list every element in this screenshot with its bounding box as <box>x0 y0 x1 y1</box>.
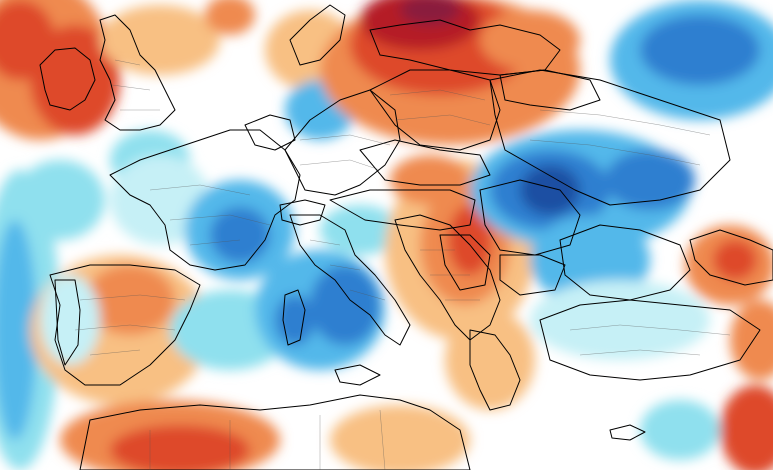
cool-region-iberia-west <box>40 275 100 365</box>
coastline-cyprus <box>609 424 646 441</box>
coastline-iberia <box>49 264 201 386</box>
cool-region-moldova-core <box>520 165 580 215</box>
coastline-black-sea <box>559 224 691 301</box>
border-bulgaria <box>499 254 566 296</box>
warm-region-se-corner <box>720 385 773 470</box>
cool-region-sardinia <box>275 295 315 345</box>
coastline-great-britain <box>99 14 176 131</box>
admin-boundaries <box>74 59 731 470</box>
warm-region-east-edge <box>730 300 773 380</box>
admin-line-ukraine <box>529 109 711 166</box>
cool-region-france-core <box>210 207 270 263</box>
admin-line-poland <box>389 89 491 126</box>
country-borders <box>39 4 773 470</box>
coastline-france <box>109 129 301 271</box>
warm-region-baltic-peak <box>400 0 460 25</box>
coastline-ireland <box>39 47 96 111</box>
coastline-sardinia <box>282 289 306 346</box>
cool-region-france-west <box>110 155 210 245</box>
coastline-balkans <box>394 214 501 341</box>
admin-line-italy <box>309 239 386 301</box>
admin-line-iberia <box>74 294 186 356</box>
coastline-baltic <box>369 19 561 76</box>
coastline-turkey <box>539 299 761 381</box>
border-czech-slovakia <box>359 139 491 186</box>
cool-region-cyprus <box>640 400 720 460</box>
admin-line-turkey <box>569 324 731 356</box>
cool-region-russia <box>640 15 760 85</box>
border-romania <box>479 179 581 256</box>
warm-region-greece <box>445 310 535 410</box>
admin-line-uk <box>111 59 160 111</box>
warm-region-nw-corner <box>0 0 55 80</box>
warm-region-top-centre <box>205 0 255 35</box>
admin-line-balkans <box>420 249 480 301</box>
warm-region-north-africa-east <box>330 405 470 470</box>
coastline-scandinavia <box>289 4 346 66</box>
border-caucasus <box>689 229 773 286</box>
border-serbia <box>439 234 491 291</box>
warm-region-north-sea <box>100 5 220 75</box>
coastline-italy <box>289 214 411 346</box>
coastline-north-africa <box>79 394 471 470</box>
warm-region-iberia-core <box>85 265 175 335</box>
border-benelux <box>244 114 296 151</box>
admin-line-france <box>149 184 271 246</box>
warm-region-serbia-core <box>448 205 492 275</box>
cool-region-atlantic-core <box>0 220 37 440</box>
cool-region-adriatic-north <box>320 205 400 255</box>
cool-region-turkey <box>530 280 710 360</box>
coastline-greece <box>469 329 521 411</box>
border-switzerland <box>279 199 326 226</box>
cool-region-italy <box>310 265 380 345</box>
cool-region-ukraine-east <box>605 150 695 210</box>
border-portugal <box>54 279 81 366</box>
admin-line-north-africa <box>149 409 386 470</box>
coastline-sicily <box>334 364 381 386</box>
warm-region-caucasus-core <box>713 240 757 280</box>
warm-region-hungary <box>390 155 470 205</box>
admin-line-germany <box>299 134 391 171</box>
warm-region-north-africa-core <box>110 425 250 470</box>
cool-region-biscay <box>15 160 105 240</box>
warm-region-belarus <box>480 10 580 70</box>
border-belarus <box>499 69 601 111</box>
border-germany <box>284 89 401 196</box>
border-poland <box>369 69 501 151</box>
border-ukraine <box>489 69 731 206</box>
border-austria-hungary <box>329 189 476 231</box>
